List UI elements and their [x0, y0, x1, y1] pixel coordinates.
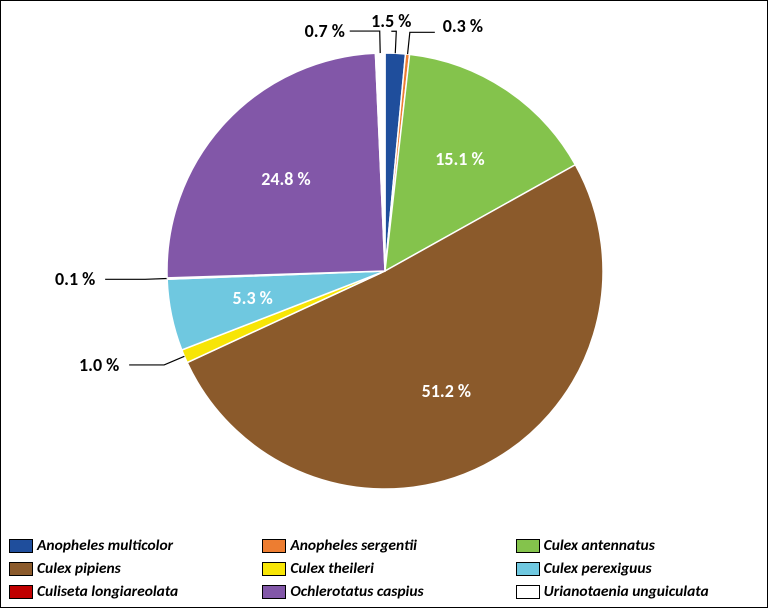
- legend-item-culex_theileri: Culex theileri: [262, 559, 505, 578]
- legend-label-culex_perexiguus: Culex perexiguus: [544, 559, 652, 578]
- legend-swatch-culex_perexiguus: [516, 562, 540, 576]
- legend-item-urianotaenia_unguiculata: Urianotaenia unguiculata: [516, 582, 759, 601]
- legend-label-culex_antennatus: Culex antennatus: [544, 536, 655, 555]
- legend-label-anopheles_sergentii: Anopheles sergentii: [290, 536, 417, 555]
- legend-swatch-ochlerotatus_caspius: [262, 585, 286, 599]
- pct-label-anopheles_sergentii: 0.3 %: [443, 15, 483, 37]
- legend-swatch-culiseta_longiareolata: [9, 585, 33, 599]
- pct-label-urianotaenia_unguiculata: 0.7 %: [305, 20, 345, 42]
- pct-label-anopheles_multicolor: 1.5 %: [371, 10, 411, 32]
- pct-label-culex_pipiens: 51.2 %: [422, 380, 471, 402]
- pct-label-culex_theileri: 1.0 %: [79, 354, 119, 376]
- pie-svg: [1, 1, 768, 531]
- legend-label-urianotaenia_unguiculata: Urianotaenia unguiculata: [544, 582, 709, 601]
- legend-swatch-anopheles_sergentii: [262, 539, 286, 553]
- legend-item-culex_antennatus: Culex antennatus: [516, 536, 759, 555]
- legend-item-anopheles_sergentii: Anopheles sergentii: [262, 536, 505, 555]
- callout-urianotaenia_unguiculata: [350, 31, 380, 53]
- pie-area: 1.5 % 0.3 % 15.1 % 51.2 % 1.0 % 5.3 % 0.1 % 24.…: [1, 1, 768, 531]
- legend: Anopheles multicolor Anopheles sergentii C…: [9, 536, 759, 601]
- legend-label-culex_theileri: Culex theileri: [290, 559, 374, 578]
- legend-item-culex_perexiguus: Culex perexiguus: [516, 559, 759, 578]
- legend-swatch-culex_theileri: [262, 562, 286, 576]
- legend-item-culex_pipiens: Culex pipiens: [9, 559, 252, 578]
- pct-label-culiseta_longiareolata: 0.1 %: [55, 268, 95, 290]
- legend-label-culiseta_longiareolata: Culiseta longiareolata: [37, 582, 178, 601]
- callout-anopheles_multicolor: [391, 31, 396, 53]
- legend-label-anopheles_multicolor: Anopheles multicolor: [37, 536, 173, 555]
- legend-swatch-culex_pipiens: [9, 562, 33, 576]
- legend-swatch-anopheles_multicolor: [9, 539, 33, 553]
- legend-label-culex_pipiens: Culex pipiens: [37, 559, 121, 578]
- legend-swatch-urianotaenia_unguiculata: [516, 585, 540, 599]
- pie-chart-figure: 1.5 % 0.3 % 15.1 % 51.2 % 1.0 % 5.3 % 0.1 % 24.…: [0, 0, 768, 608]
- slice-ochlerotatus_caspius: [167, 53, 385, 278]
- pct-label-ochlerotatus_caspius: 24.8 %: [261, 168, 310, 190]
- callout-anopheles_sergentii: [408, 32, 435, 54]
- callout-culex_theileri: [129, 356, 184, 365]
- pct-label-culex_perexiguus: 5.3 %: [233, 287, 273, 309]
- pct-label-culex_antennatus: 15.1 %: [435, 148, 484, 170]
- legend-label-ochlerotatus_caspius: Ochlerotatus caspius: [290, 582, 423, 601]
- legend-item-anopheles_multicolor: Anopheles multicolor: [9, 536, 252, 555]
- callout-culiseta_longiareolata: [105, 279, 167, 280]
- legend-item-ochlerotatus_caspius: Ochlerotatus caspius: [262, 582, 505, 601]
- legend-swatch-culex_antennatus: [516, 539, 540, 553]
- legend-item-culiseta_longiareolata: Culiseta longiareolata: [9, 582, 252, 601]
